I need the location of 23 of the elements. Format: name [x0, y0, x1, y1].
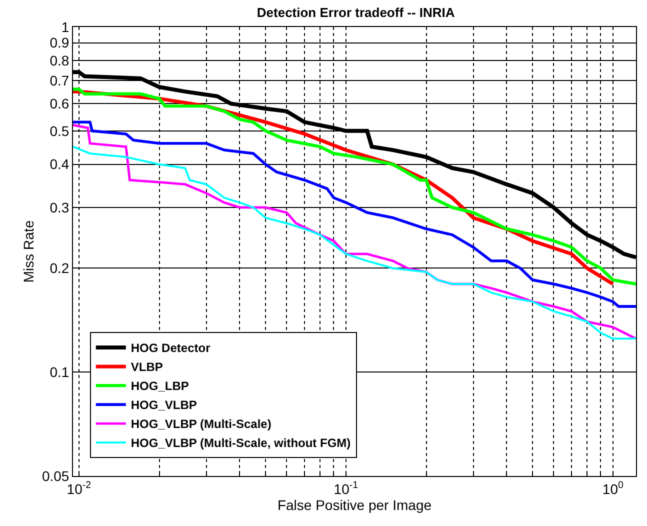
- y-tick-label: 0.8: [50, 52, 70, 68]
- x-tick-label: 10$^{-1}$: [334, 480, 358, 497]
- y-tick-label: 0.5: [50, 122, 70, 139]
- y-tick-label: 0.9: [50, 34, 70, 51]
- x-tick-label: 10$^{-2}$: [66, 480, 92, 497]
- y-tick-label: 0.1: [50, 364, 70, 380]
- y-tick-label: 1: [61, 18, 70, 35]
- y-tick-label: 0.3: [50, 199, 70, 216]
- x-tick-label: 10$^{0}$: [602, 480, 624, 497]
- x-axis-title: False Positive per Image: [277, 497, 432, 514]
- y-tick-label: 0.7: [50, 72, 70, 88]
- y-axis-title: Miss Rate: [20, 220, 37, 283]
- legend-label: HOG_LBP: [130, 379, 189, 394]
- y-tick-label: 0.05: [42, 468, 70, 484]
- y-tick-label: 0.2: [50, 260, 70, 276]
- legend-label: HOG_VLBP (Multi-Scale): [130, 417, 272, 432]
- legend-label: HOG_VLBP (Multi-Scale, without FGM): [130, 436, 351, 450]
- y-tick-label: 0.6: [50, 95, 70, 112]
- legend-label: HOG Detector: [130, 341, 211, 356]
- legend-label: VLBP: [130, 360, 163, 374]
- chart-title: Detection Error tradeoff -- INRIA: [256, 4, 456, 20]
- legend-label: HOG_VLBP: [130, 398, 197, 412]
- y-tick-label: 0.4: [50, 156, 70, 172]
